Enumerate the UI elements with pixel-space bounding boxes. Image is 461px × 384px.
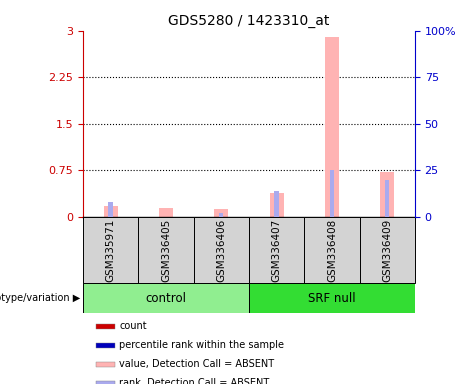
Bar — [83, 283, 249, 313]
Text: GSM336405: GSM336405 — [161, 218, 171, 282]
Bar — [380, 172, 394, 217]
Bar — [104, 206, 118, 217]
Title: GDS5280 / 1423310_at: GDS5280 / 1423310_at — [168, 14, 330, 28]
Bar — [385, 180, 390, 217]
Bar — [96, 362, 114, 367]
Bar — [138, 217, 194, 283]
Text: GSM335971: GSM335971 — [106, 218, 116, 282]
Bar — [249, 283, 415, 313]
Text: percentile rank within the sample: percentile rank within the sample — [119, 340, 284, 350]
Bar — [330, 170, 334, 217]
Bar — [96, 324, 114, 329]
Bar — [325, 37, 339, 217]
Text: control: control — [146, 292, 186, 305]
Bar — [96, 381, 114, 384]
Bar — [270, 193, 284, 217]
Bar — [304, 217, 360, 283]
Bar — [96, 343, 114, 348]
Bar — [214, 209, 228, 217]
Text: GSM336409: GSM336409 — [382, 218, 392, 282]
Text: genotype/variation ▶: genotype/variation ▶ — [0, 293, 80, 303]
Bar — [274, 191, 279, 217]
Text: GSM336407: GSM336407 — [272, 218, 282, 282]
Bar — [108, 202, 113, 217]
Text: rank, Detection Call = ABSENT: rank, Detection Call = ABSENT — [119, 378, 270, 384]
Text: GSM336406: GSM336406 — [216, 218, 226, 282]
Text: count: count — [119, 321, 147, 331]
Text: GSM336408: GSM336408 — [327, 218, 337, 282]
Bar — [159, 207, 173, 217]
Bar — [194, 217, 249, 283]
Bar — [219, 213, 224, 217]
Text: value, Detection Call = ABSENT: value, Detection Call = ABSENT — [119, 359, 275, 369]
Bar — [83, 217, 138, 283]
Bar — [249, 217, 304, 283]
Text: SRF null: SRF null — [308, 292, 356, 305]
Bar — [360, 217, 415, 283]
